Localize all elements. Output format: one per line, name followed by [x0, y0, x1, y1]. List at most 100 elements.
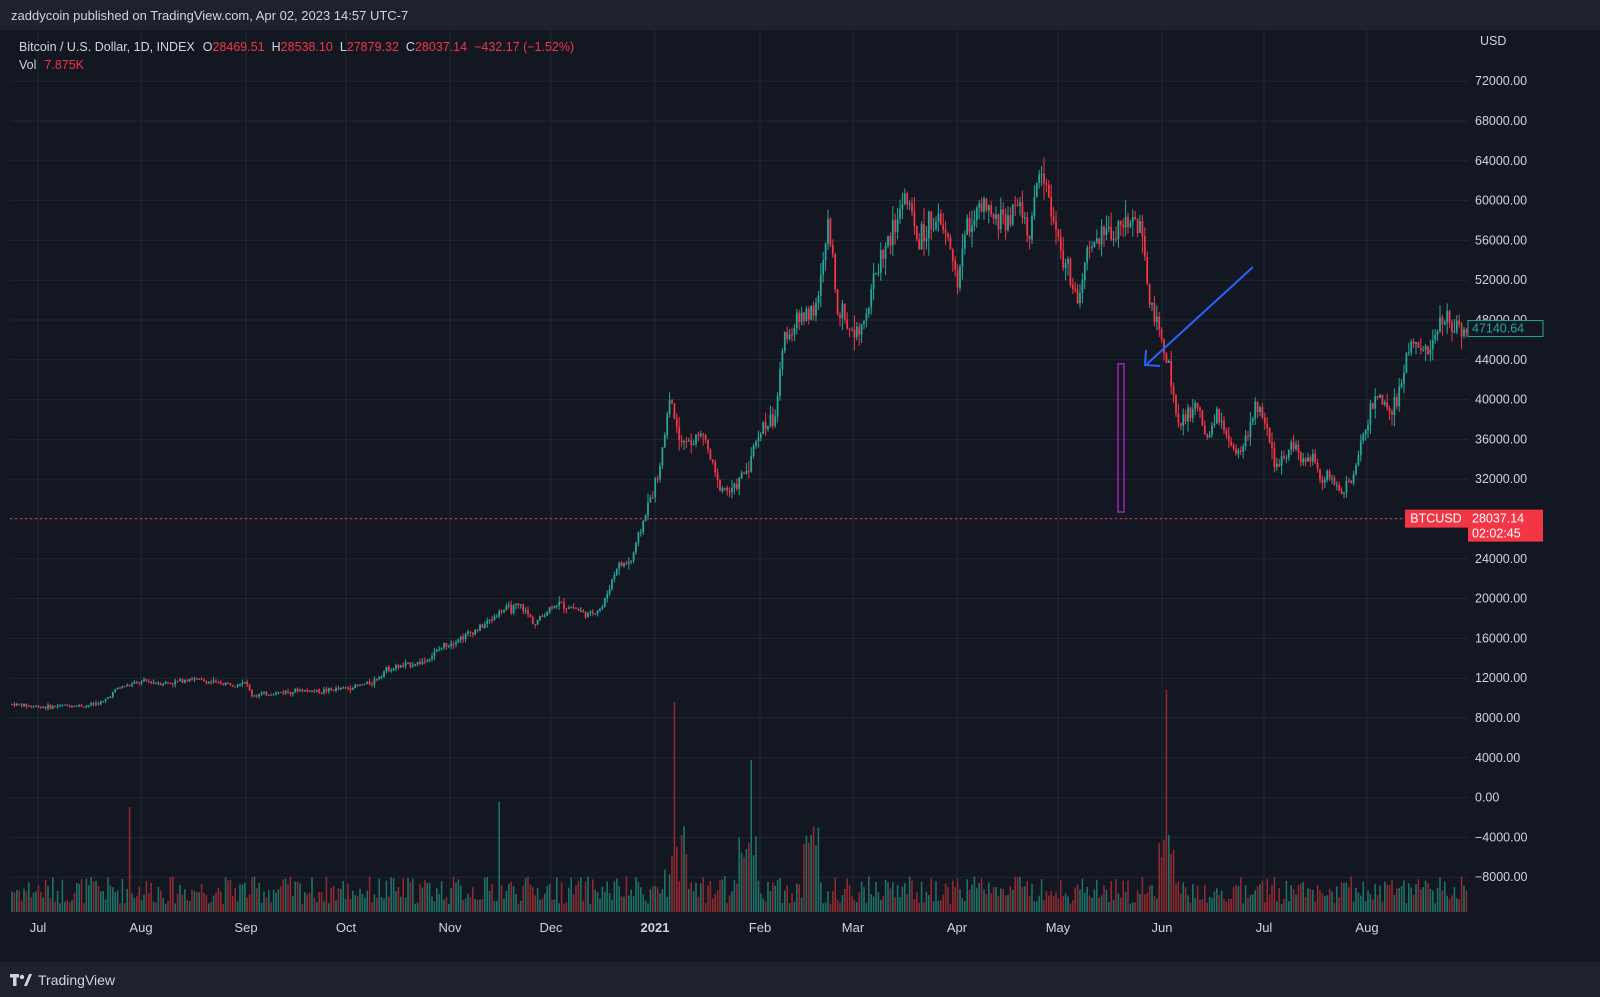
- volume-bar: [906, 894, 908, 912]
- highlighted-candle[interactable]: [1117, 363, 1125, 513]
- volume-bar: [952, 880, 954, 912]
- candle-body: [83, 706, 85, 708]
- candle-body: [147, 680, 150, 682]
- volume-bar: [894, 897, 896, 912]
- volume-bar: [529, 884, 532, 912]
- candle-body: [901, 204, 904, 210]
- volume-bar: [704, 903, 707, 912]
- volume-bar: [426, 882, 428, 912]
- candle-body: [563, 602, 565, 609]
- candle-body: [534, 623, 537, 625]
- candle-body: [903, 193, 906, 205]
- candle-body: [92, 703, 95, 705]
- volume-bar: [311, 877, 313, 912]
- candle-body: [788, 334, 791, 339]
- candle-body: [611, 579, 613, 590]
- volume-bar: [1312, 890, 1314, 912]
- candle-body: [1263, 417, 1266, 424]
- volume-bar: [280, 886, 282, 912]
- candle-body: [42, 706, 45, 708]
- volume-bar: [508, 883, 510, 912]
- volume-bar: [1043, 900, 1045, 912]
- x-tick-label: Aug: [129, 920, 152, 935]
- candle-body: [1237, 450, 1240, 454]
- candle-body: [1407, 352, 1410, 354]
- candle-body: [404, 662, 407, 666]
- volume-bar: [966, 879, 968, 912]
- ma-value-tag[interactable]: [1467, 320, 1544, 338]
- last-price-tag[interactable]: [1468, 509, 1543, 542]
- volume-bar: [1297, 885, 1300, 912]
- candle-body: [44, 706, 47, 709]
- volume-bar: [1028, 896, 1031, 912]
- candle-body: [1076, 290, 1079, 304]
- candle-body: [20, 704, 23, 707]
- annotation-arrow[interactable]: [1146, 266, 1254, 365]
- y-tick-label: 4000.00: [1475, 751, 1520, 765]
- candlestick-chart[interactable]: 72000.00 68000.00 64000.00 60000.00 56000.00…: [10, 30, 1600, 960]
- volume-bar: [196, 891, 198, 912]
- volume-bar: [138, 886, 140, 912]
- candle-body: [1446, 311, 1449, 323]
- candle-body: [589, 611, 592, 613]
- chart-pane[interactable]: 72000.00 68000.00 64000.00 60000.00 56000.00…: [10, 30, 1600, 960]
- volume-bar: [1381, 901, 1384, 912]
- candle-body: [980, 203, 983, 212]
- candle-body: [239, 684, 241, 686]
- close-label: C: [405, 40, 415, 54]
- y-tick-label: 24000.00: [1475, 552, 1527, 566]
- candle-body: [927, 211, 930, 239]
- volume-bar: [246, 897, 248, 912]
- candle-body: [1011, 204, 1014, 225]
- candle-body: [920, 223, 923, 250]
- tradingview-logo[interactable]: TradingView: [10, 972, 115, 988]
- volume-bar: [152, 901, 155, 912]
- volume-bar: [210, 901, 212, 912]
- candle-body: [848, 328, 851, 330]
- volume-bar: [695, 882, 697, 912]
- volume-bar: [136, 896, 138, 912]
- candle-body: [896, 218, 899, 233]
- volume-bar: [40, 891, 42, 912]
- volume-bar: [376, 897, 378, 912]
- candle-body: [85, 705, 88, 707]
- symbol-description[interactable]: Bitcoin / U.S. Dollar, 1D, INDEX: [19, 40, 195, 54]
- symbol-tag[interactable]: [1405, 509, 1468, 528]
- candle-body: [411, 665, 414, 667]
- volume-bar: [443, 899, 445, 912]
- candle-body: [827, 219, 829, 244]
- candle-body: [735, 483, 738, 489]
- volume-bar: [1220, 890, 1223, 912]
- candle-body: [66, 704, 69, 706]
- volume-bar: [404, 897, 407, 912]
- volume-bar: [1144, 894, 1146, 912]
- candle-body: [54, 706, 57, 708]
- volume-bar: [1300, 883, 1302, 912]
- volume-value: 7.875K: [44, 58, 85, 72]
- candle-body: [1119, 221, 1122, 225]
- annotation-arrow-head: [1143, 349, 1161, 367]
- candle-body: [330, 688, 333, 690]
- candle-body: [1379, 394, 1381, 398]
- volume-bar: [340, 888, 342, 912]
- volume-bar: [1120, 897, 1122, 912]
- candle-body: [383, 671, 385, 677]
- candle-body: [1225, 430, 1228, 435]
- volume-bar: [769, 891, 772, 912]
- volume-bar: [899, 897, 901, 912]
- volume-bar: [990, 893, 992, 912]
- volume-bar: [1189, 902, 1192, 912]
- candle-body: [1297, 444, 1300, 453]
- volume-bar: [200, 883, 203, 912]
- candle-body: [1179, 422, 1182, 426]
- candle-body: [615, 568, 618, 575]
- volume-bar: [1244, 885, 1247, 912]
- candle-body: [776, 395, 779, 417]
- candle-body: [1143, 236, 1146, 257]
- candle-body: [387, 666, 390, 672]
- volume-bar: [798, 884, 800, 912]
- candle-body: [877, 272, 880, 274]
- candle-body: [469, 631, 472, 633]
- x-tick-label: Feb: [749, 920, 771, 935]
- candle-body: [999, 209, 1002, 230]
